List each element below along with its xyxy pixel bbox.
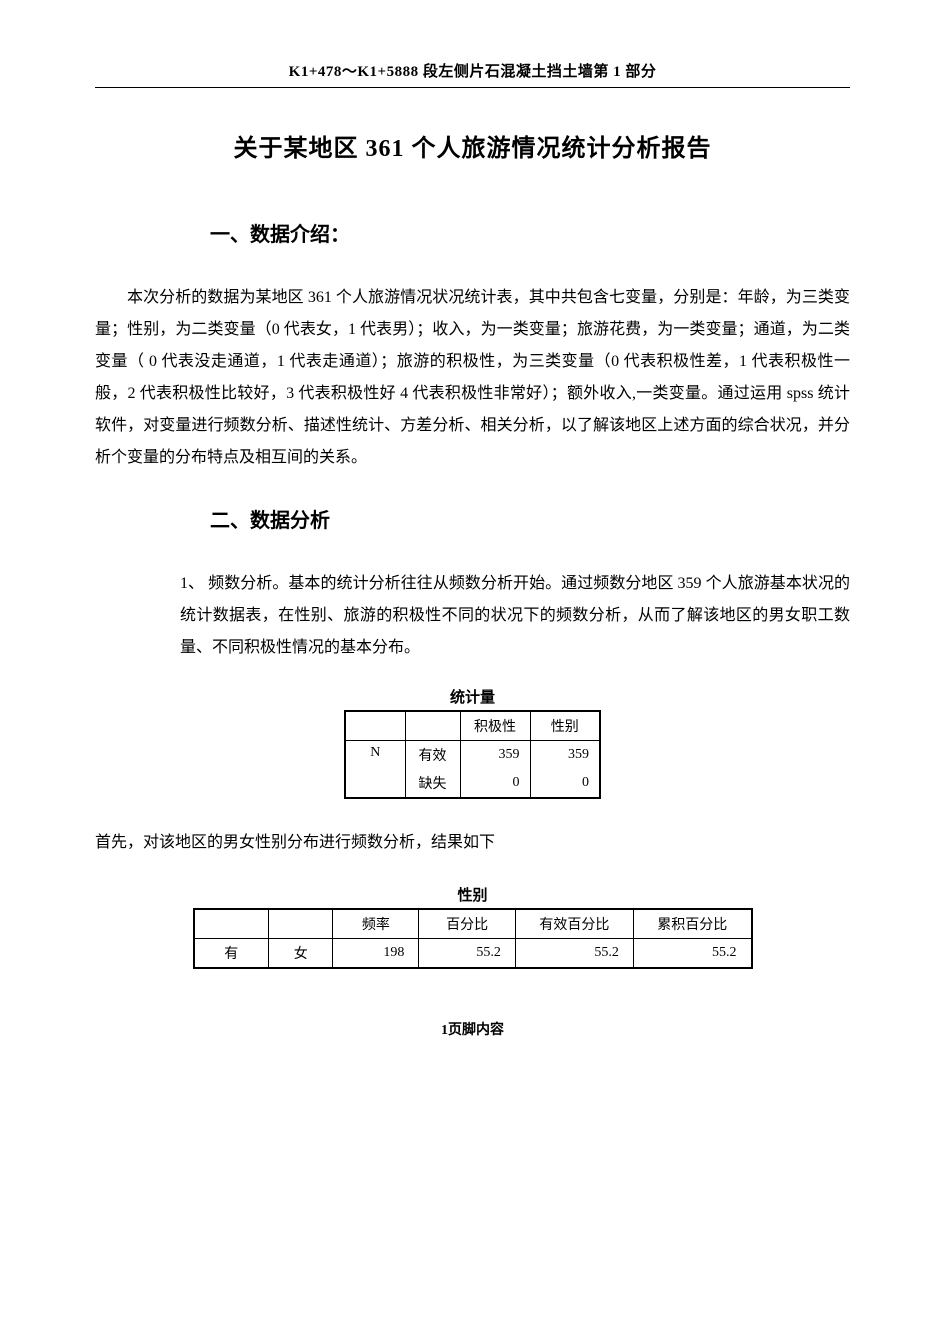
t2-v4: 55.2 bbox=[633, 939, 751, 969]
transition-text: 首先，对该地区的男女性别分布进行频数分析，结果如下 bbox=[95, 827, 850, 859]
table-1-header-enthusiasm: 积极性 bbox=[460, 711, 530, 741]
table-1-n-label: N bbox=[345, 741, 405, 799]
section-1-heading: 一、数据介绍： bbox=[95, 218, 850, 247]
table-1-valid-v2: 359 bbox=[530, 741, 600, 770]
gender-table: 频率 百分比 有效百分比 累积百分比 有 女 198 55.2 55.2 55.… bbox=[193, 908, 753, 969]
table-1-missing-v1: 0 bbox=[460, 769, 530, 798]
t2-h-pct: 百分比 bbox=[419, 909, 516, 939]
t2-v3: 55.2 bbox=[515, 939, 633, 969]
table-1-valid-label: 有效 bbox=[405, 741, 460, 770]
t2-h-freq: 频率 bbox=[333, 909, 419, 939]
t2-h2 bbox=[269, 909, 333, 939]
t2-h-cumpct: 累积百分比 bbox=[633, 909, 751, 939]
section-1-body: 本次分析的数据为某地区 361 个人旅游情况状况统计表，其中共包含七变量，分别是… bbox=[95, 282, 850, 474]
page-header: K1+478～K1+5888 段左侧片石混凝土挡土墙第 1 部分 bbox=[95, 60, 850, 88]
t2-v1: 198 bbox=[333, 939, 419, 969]
t2-h-validpct: 有效百分比 bbox=[515, 909, 633, 939]
t2-v2: 55.2 bbox=[419, 939, 516, 969]
t2-row-sub: 女 bbox=[269, 939, 333, 969]
table-1-blank bbox=[345, 711, 405, 741]
t2-h1 bbox=[194, 909, 269, 939]
page-footer: 1页脚内容 bbox=[95, 1019, 850, 1039]
table-2-title: 性别 bbox=[95, 884, 850, 905]
document-title: 关于某地区 361 个人旅游情况统计分析报告 bbox=[95, 128, 850, 163]
table-1-valid-v1: 359 bbox=[460, 741, 530, 770]
table-1-missing-label: 缺失 bbox=[405, 769, 460, 798]
statistics-table: 积极性 性别 N 有效 359 359 缺失 0 0 bbox=[344, 710, 601, 799]
t2-row-label: 有 bbox=[194, 939, 269, 969]
section-2-item-1: 1、 频数分析。基本的统计分析往往从频数分析开始。通过频数分地区 359 个人旅… bbox=[180, 568, 850, 664]
table-1-missing-v2: 0 bbox=[530, 769, 600, 798]
section-2-heading: 二、数据分析 bbox=[95, 504, 850, 533]
table-1-header-gender: 性别 bbox=[530, 711, 600, 741]
table-1-blank2 bbox=[405, 711, 460, 741]
table-1-title: 统计量 bbox=[95, 686, 850, 707]
